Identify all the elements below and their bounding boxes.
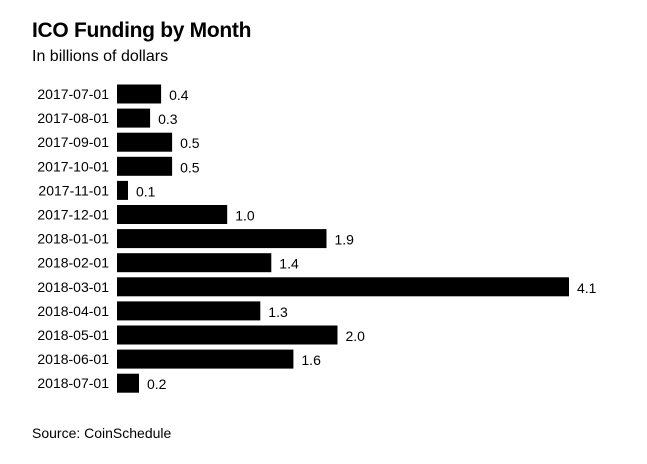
value-label: 0.1	[136, 183, 156, 199]
bar	[117, 253, 272, 273]
category-label: 2018-07-01	[37, 375, 109, 391]
value-label: 1.6	[301, 352, 321, 368]
value-label: 1.9	[335, 232, 355, 248]
category-label: 2017-10-01	[37, 158, 109, 174]
bar	[117, 84, 162, 104]
value-label: 1.3	[268, 304, 288, 320]
bar	[117, 132, 173, 152]
value-label: 2.0	[346, 328, 366, 344]
chart-title: ICO Funding by Month	[32, 19, 252, 42]
value-label: 0.4	[169, 87, 189, 103]
value-label: 0.5	[180, 159, 200, 175]
source-note: Source: CoinSchedule	[32, 425, 172, 441]
bar	[117, 205, 228, 224]
category-label: 2018-06-01	[37, 351, 109, 367]
value-label: 4.1	[577, 280, 597, 296]
category-label: 2018-02-01	[37, 255, 109, 271]
category-label: 2017-09-01	[37, 134, 109, 150]
bar	[117, 349, 294, 369]
category-label: 2017-12-01	[37, 207, 109, 223]
bar	[117, 156, 173, 176]
value-label: 1.4	[279, 256, 299, 272]
value-label: 0.5	[180, 135, 200, 151]
bar	[117, 180, 128, 200]
bar	[117, 325, 338, 345]
value-label: 1.0	[235, 208, 255, 224]
category-label: 2017-11-01	[38, 182, 109, 198]
bar	[117, 373, 139, 393]
bar	[117, 229, 327, 249]
category-label: 2018-04-01	[37, 303, 109, 319]
bar	[117, 277, 569, 297]
value-label: 0.2	[147, 376, 167, 392]
category-label: 2018-01-01	[37, 231, 109, 247]
category-label: 2018-03-01	[37, 279, 109, 295]
category-label: 2018-05-01	[37, 327, 109, 343]
chart-subtitle: In billions of dollars	[32, 48, 169, 65]
bar	[117, 301, 261, 321]
bar	[117, 108, 151, 128]
category-label: 2017-08-01	[37, 110, 109, 126]
category-label: 2017-07-01	[37, 86, 109, 102]
value-label: 0.3	[158, 111, 178, 127]
